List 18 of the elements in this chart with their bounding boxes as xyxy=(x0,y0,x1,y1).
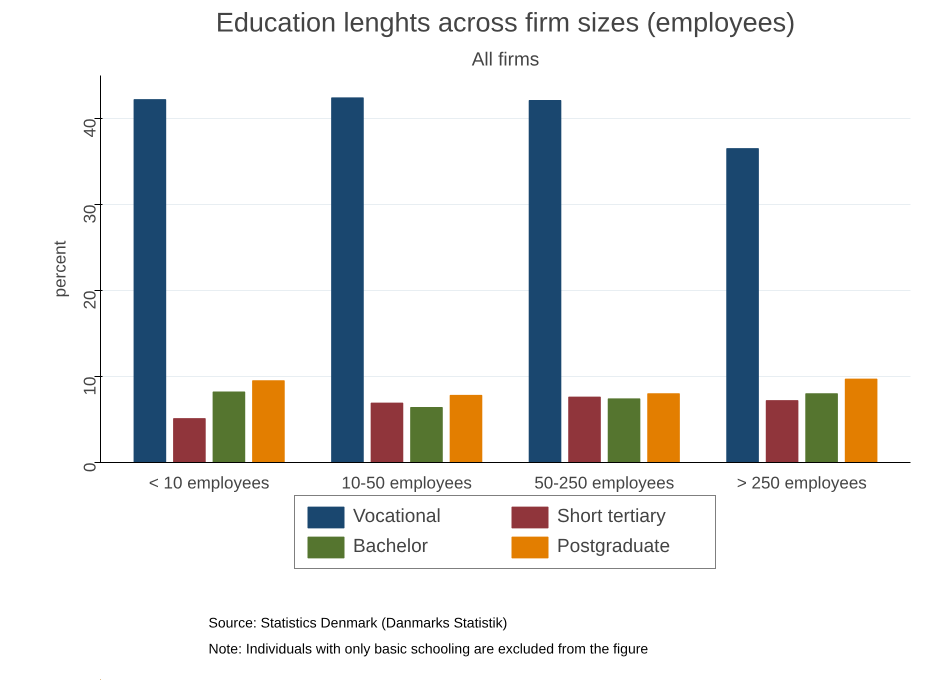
x-tick-label: 50-250 employees xyxy=(534,474,674,492)
x-tick-label: 10-50 employees xyxy=(342,474,472,492)
source-note: Source: Statistics Denmark (Danmarks Statistik) xyxy=(208,614,508,630)
x-tick-label: < 10 employees xyxy=(148,474,270,492)
x-tick-label: > 250 employees xyxy=(736,474,867,492)
legend-label: Bachelor xyxy=(353,536,429,558)
y-axis-title: percent xyxy=(50,240,70,298)
text: Note: Individuals with only basic schooling are excluded from the figure xyxy=(208,640,648,656)
y-tick-label: 0 xyxy=(80,462,100,472)
legend-label: Short tertiary xyxy=(557,506,667,528)
legend-label: Vocational xyxy=(353,506,442,528)
y-tick-label: 10 xyxy=(80,376,100,396)
y-tick-label: 20 xyxy=(80,290,100,310)
legend-label: Postgraduate xyxy=(557,536,672,558)
chart-title: Education lenghts across firm sizes (employees) xyxy=(216,8,796,38)
y-tick-label: 30 xyxy=(80,204,100,224)
chart-subtitle: All firms xyxy=(472,50,540,70)
y-tick-label: 40 xyxy=(80,118,100,138)
